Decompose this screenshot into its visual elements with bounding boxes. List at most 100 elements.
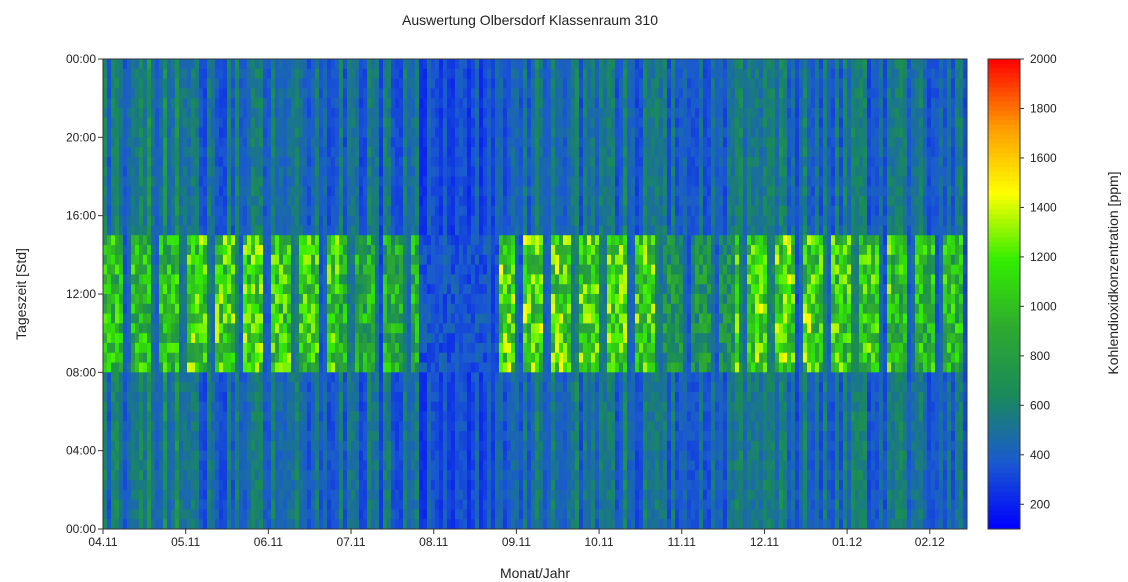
heatmap-cell [263,88,268,99]
heatmap-cell [215,509,220,520]
heatmap-cell [511,166,516,177]
heatmap-cell [311,294,316,305]
heatmap-cell [383,421,388,432]
heatmap-cell [267,78,272,89]
heatmap-cell [115,401,120,412]
heatmap-cell [127,137,132,148]
heatmap-cell [459,196,464,207]
heatmap-cell [131,372,136,383]
heatmap-cell [515,333,520,344]
heatmap-cell [191,166,196,177]
heatmap-cell [127,382,132,393]
heatmap-cell [375,323,380,334]
heatmap-cell [143,225,148,236]
heatmap-cell [119,323,124,334]
heatmap-cell [427,156,432,168]
heatmap-cell [231,225,236,236]
heatmap-cell [227,205,232,217]
heatmap-cell [215,156,220,168]
heatmap-cell [399,440,404,452]
heatmap-cell [187,127,192,138]
heatmap-cell [387,431,392,442]
heatmap-cell [411,156,416,168]
heatmap-cell [255,137,260,148]
heatmap-cell [239,391,244,403]
heatmap-cell [211,254,216,266]
heatmap-cell [167,166,172,177]
heatmap-cell [139,196,144,207]
heatmap-cell [379,303,384,314]
heatmap-cell [223,519,228,530]
heatmap-cell [227,421,232,432]
heatmap-cell [319,147,324,158]
heatmap-cell [475,333,480,344]
heatmap-cell [375,254,380,266]
heatmap-cell [403,186,408,197]
heatmap-cell [359,166,364,177]
heatmap-cell [195,313,200,324]
heatmap-cell [463,450,468,461]
heatmap-cell [267,274,272,285]
heatmap-cell [275,509,280,520]
heatmap-cell [455,205,460,217]
heatmap-cell [211,342,216,354]
heatmap-cell [275,499,280,510]
heatmap-cell [371,284,376,295]
heatmap-cell [135,284,140,295]
heatmap-cell [423,313,428,324]
heatmap-cell [303,127,308,138]
heatmap-cell [115,313,120,324]
heatmap-cell [447,205,452,217]
heatmap-cell [335,264,340,275]
heatmap-cell [475,460,480,471]
heatmap-cell [327,254,332,266]
heatmap-cell [267,499,272,510]
heatmap-cell [443,117,448,128]
heatmap-cell [211,362,216,373]
heatmap-cell [323,176,328,187]
heatmap-cell [187,225,192,236]
heatmap-cell [147,205,152,217]
heatmap-cell [227,470,232,481]
heatmap-cell [127,342,132,354]
heatmap-cell [251,382,256,393]
heatmap-cell [427,480,432,491]
heatmap-cell [387,411,392,422]
heatmap-cell [235,98,240,109]
heatmap-cell [131,166,136,177]
heatmap-cell [455,147,460,158]
heatmap-cell [491,205,496,217]
heatmap-cell [235,499,240,510]
heatmap-cell [111,352,116,363]
heatmap-cell [315,156,320,168]
heatmap-cell [199,470,204,481]
heatmap-cell [235,137,240,148]
heatmap-cell [287,225,292,236]
heatmap-cell [395,117,400,128]
heatmap-cell [403,59,408,70]
heatmap-cell [143,470,148,481]
heatmap-cell [239,411,244,422]
heatmap-cell [367,382,372,393]
heatmap-cell [379,88,384,99]
heatmap-cell [383,489,388,501]
heatmap-cell [283,431,288,442]
heatmap-cell [499,98,504,109]
heatmap-cell [219,411,224,422]
heatmap-cell [475,352,480,363]
heatmap-cell [447,470,452,481]
heatmap-cell [403,176,408,187]
heatmap-cell [335,196,340,207]
heatmap-cell [155,274,160,285]
heatmap-cell [215,78,220,89]
heatmap-cell [131,245,136,256]
heatmap-cell [259,362,264,373]
heatmap-cell [227,235,232,246]
heatmap-cell [339,245,344,256]
heatmap-cell [363,137,368,148]
heatmap-cell [279,284,284,295]
heatmap-cell [483,88,488,99]
heatmap-cell [203,78,208,89]
heatmap-cell [495,186,500,197]
heatmap-cell [403,499,408,510]
